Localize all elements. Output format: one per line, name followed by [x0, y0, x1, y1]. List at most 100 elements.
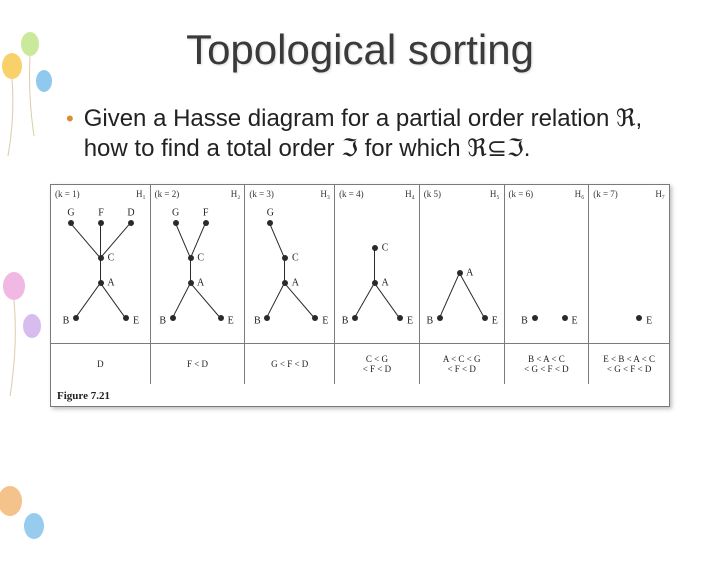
diagram-area: CABE: [335, 203, 419, 343]
order-panel-7: E < B < A < C< G < F < D: [589, 344, 669, 384]
node: [218, 315, 224, 321]
node: [282, 255, 288, 261]
node-label: G: [67, 208, 74, 219]
node: [188, 280, 194, 286]
page-title: Topological sorting: [0, 26, 720, 74]
bt-p3: for which: [358, 135, 467, 162]
edge: [100, 222, 131, 258]
hasse-panel-5: (k 5)H₅ABE: [420, 185, 505, 343]
bullet-dot: •: [66, 104, 74, 134]
edge: [269, 223, 285, 258]
edge: [172, 283, 191, 318]
node: [173, 220, 179, 226]
node-label: G: [172, 208, 179, 219]
k-label: (k = 4): [339, 189, 364, 199]
figure-bottom-row: DF < DG < F < DC < G< F < DA < C < G< F …: [51, 343, 669, 384]
node-label: B: [159, 316, 166, 327]
bt-r2: ℑ: [341, 135, 358, 162]
edge: [354, 283, 375, 318]
node: [98, 280, 104, 286]
node: [128, 220, 134, 226]
node: [98, 220, 104, 226]
node-label: B: [342, 316, 349, 327]
node: [170, 315, 176, 321]
node-label: B: [254, 316, 261, 327]
hasse-panel-7: (k = 7) H₇ E: [589, 185, 669, 343]
order-panel-4: C < G< F < D: [335, 344, 420, 384]
edge: [374, 248, 375, 283]
node-label: E: [646, 316, 652, 327]
node: [98, 255, 104, 261]
k-label: (k = 2): [155, 189, 180, 199]
diagram-area: E: [589, 203, 669, 343]
diagram-area: ABE: [420, 203, 504, 343]
node-label: E: [492, 316, 498, 327]
k-label: (k = 1): [55, 189, 80, 199]
node: [282, 280, 288, 286]
node: [482, 315, 488, 321]
h-label: H₇: [655, 189, 665, 199]
order-panel-5: A < C < G< F < D: [420, 344, 505, 384]
node-label: F: [98, 208, 104, 219]
node: [203, 220, 209, 226]
node-label: E: [133, 316, 139, 327]
node-label: E: [571, 316, 577, 327]
bullet-block: • Given a Hasse diagram for a partial or…: [66, 104, 670, 164]
k-label: (k = 7): [593, 189, 618, 199]
hasse-panel-2: (k = 2)H₂GFCABE: [151, 185, 246, 343]
node-label: E: [407, 316, 413, 327]
node-label: A: [292, 278, 299, 289]
edge: [439, 273, 460, 318]
edge: [285, 283, 316, 319]
hasse-panel-4: (k = 4)H₄CABE: [335, 185, 420, 343]
diagram-area: GCABE: [245, 203, 334, 343]
node: [73, 315, 79, 321]
node-label: F: [203, 208, 209, 219]
node-label: A: [107, 278, 114, 289]
node-label: D: [127, 208, 134, 219]
node: [312, 315, 318, 321]
k-label: (k = 3): [249, 189, 274, 199]
edge: [75, 282, 101, 318]
edge: [175, 223, 191, 258]
node: [636, 315, 642, 321]
bt-r1: ℜ: [616, 105, 636, 132]
node-label: B: [521, 316, 528, 327]
order-panel-2: F < D: [151, 344, 246, 384]
edge: [459, 273, 485, 318]
node-label: A: [381, 278, 388, 289]
order-panel-3: G < F < D: [245, 344, 335, 384]
hasse-panel-1: (k = 1) H₁ G F D C A B E: [51, 185, 151, 343]
node: [188, 255, 194, 261]
node-label: C: [108, 253, 115, 264]
h-label: H₁: [136, 189, 146, 199]
order-panel-6: B < A < C< G < F < D: [505, 344, 590, 384]
edge: [100, 223, 101, 258]
h-label: H₅: [490, 189, 500, 199]
k-label: (k = 6): [509, 189, 534, 199]
node-label: G: [267, 208, 274, 219]
h-label: H₃: [320, 189, 330, 199]
node: [437, 315, 443, 321]
figure-caption: Figure 7.21: [51, 384, 669, 406]
node: [372, 280, 378, 286]
figure-top-row: (k = 1)H₁GFDCABE(k = 2)H₂GFCABE(k = 3)H₃…: [51, 185, 669, 343]
node-label: C: [292, 253, 299, 264]
edge: [266, 283, 285, 318]
edge: [190, 283, 221, 319]
h-label: H₂: [231, 189, 241, 199]
node: [123, 315, 129, 321]
edge: [70, 223, 101, 259]
node: [532, 315, 538, 321]
node: [68, 220, 74, 226]
node-label: B: [63, 316, 70, 327]
node: [267, 220, 273, 226]
hasse-panel-6: (k = 6)H₆BE: [505, 185, 590, 343]
node-label: B: [426, 316, 433, 327]
node-label: E: [228, 316, 234, 327]
bullet-text: Given a Hasse diagram for a partial orde…: [84, 104, 670, 164]
diagram-area: BE: [505, 203, 589, 343]
h-label: H₆: [575, 189, 585, 199]
diagram-area: G F D C A B E: [51, 203, 150, 343]
order-panel-1: D: [51, 344, 151, 384]
